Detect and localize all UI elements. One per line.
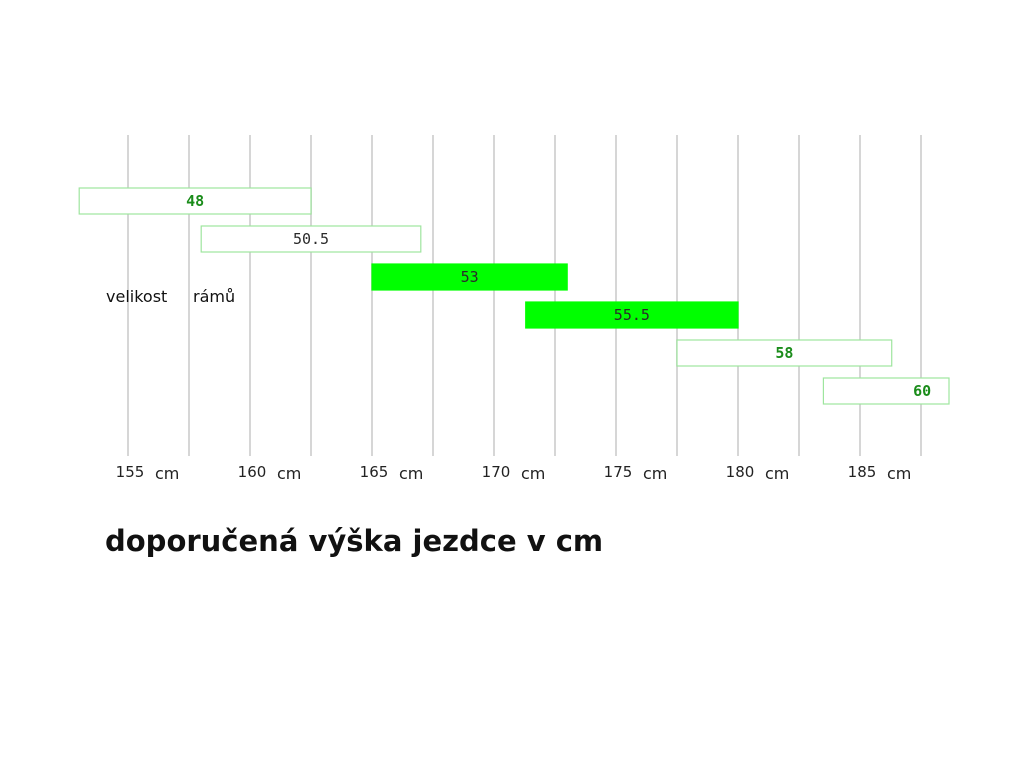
frame-bar-60 — [822, 377, 950, 405]
frame-bar-label-48: 48 — [186, 192, 204, 210]
x-tick-unit-170: cm — [521, 464, 545, 483]
x-axis-title: doporučená výška jezdce v cm — [105, 524, 604, 558]
frame-bar-label-58: 58 — [775, 344, 793, 362]
x-tick-unit-155: cm — [155, 464, 179, 483]
x-tick-unit-175: cm — [643, 464, 667, 483]
x-tick-label-165: 165 — [360, 463, 389, 481]
x-axis-ticks: 155 cm 160 cm 165 cm 170 cm 175 cm 180 cm 185 cm — [116, 463, 912, 483]
x-tick-unit-165: cm — [399, 464, 423, 483]
y-axis-label-word-2: rámů — [193, 287, 235, 306]
frame-bar-53 — [371, 263, 568, 291]
x-tick-label-180: 180 — [726, 463, 755, 481]
x-tick-unit-160: cm — [277, 464, 301, 483]
frame-bar-50_5 — [200, 225, 422, 253]
x-tick-label-170: 170 — [482, 463, 511, 481]
x-tick-label-155: 155 — [116, 463, 145, 481]
frame-bar-label-53: 53 — [461, 268, 479, 286]
frame-bar-label-60: 60 — [913, 382, 931, 400]
frame-bar-48 — [78, 187, 312, 215]
y-axis-label-word-1: velikost — [106, 287, 167, 306]
x-tick-label-160: 160 — [238, 463, 267, 481]
x-tick-unit-185: cm — [887, 464, 911, 483]
frame-bar-label-50_5: 50.5 — [293, 230, 329, 248]
frame-bars: 48 50.5 53 55.5 58 60 — [78, 187, 950, 405]
x-tick-unit-180: cm — [765, 464, 789, 483]
frame-bar-58 — [676, 339, 893, 367]
frame-bar-55_5 — [525, 301, 739, 329]
frame-bar-label-55_5: 55.5 — [614, 306, 650, 324]
gridlines — [127, 135, 922, 456]
x-tick-label-185: 185 — [848, 463, 877, 481]
x-tick-label-175: 175 — [604, 463, 633, 481]
